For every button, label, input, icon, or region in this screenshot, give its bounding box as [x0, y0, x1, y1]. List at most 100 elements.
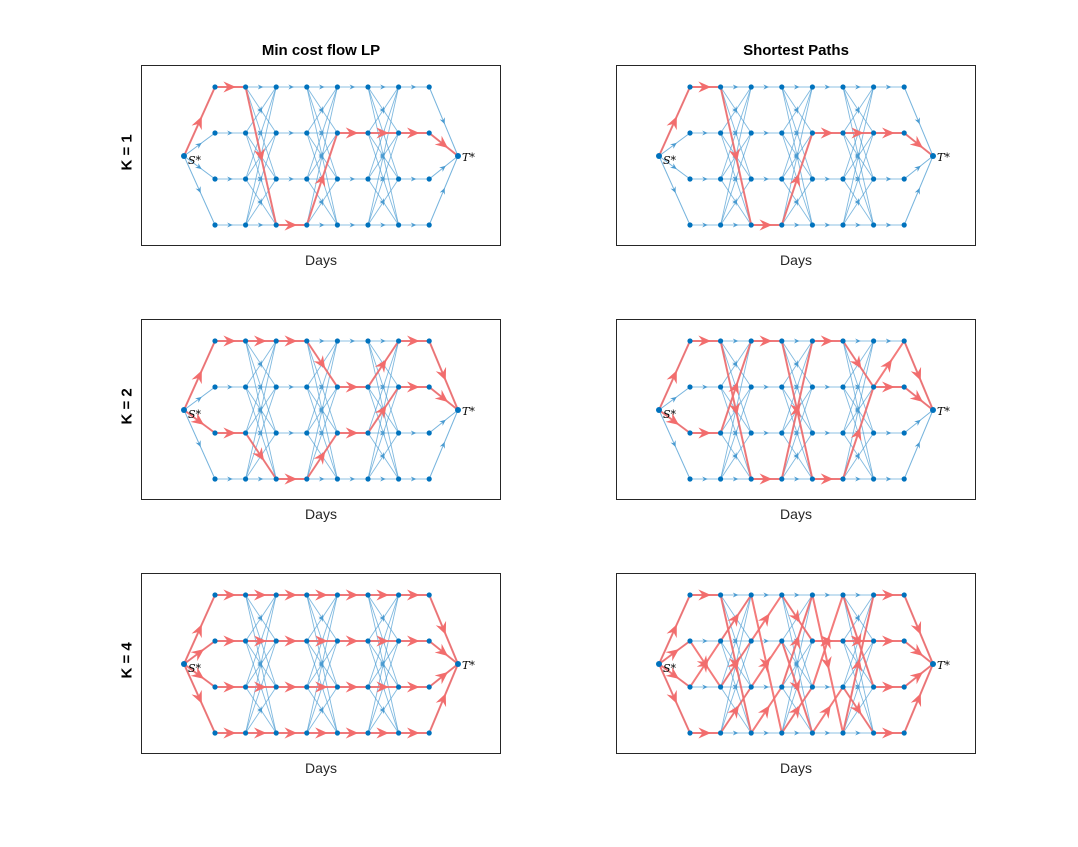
edge	[260, 340, 277, 411]
edge	[245, 340, 263, 390]
edge	[321, 386, 338, 411]
edge	[260, 663, 277, 688]
edge	[781, 86, 799, 113]
edge	[842, 384, 860, 434]
edge	[781, 107, 799, 134]
graph-node	[840, 84, 846, 90]
row-label-k4: K = 4	[118, 642, 136, 679]
edge	[857, 132, 875, 180]
flow-edge	[321, 432, 339, 457]
graph-node	[718, 384, 724, 390]
flow-edge	[198, 674, 216, 688]
edge	[367, 594, 385, 644]
graph-node	[748, 84, 754, 90]
graph-node	[779, 176, 785, 182]
edge	[367, 430, 385, 480]
graph-node	[243, 130, 249, 136]
flow-edge	[857, 640, 875, 688]
edge	[781, 453, 799, 480]
edge	[382, 432, 399, 457]
edge	[658, 155, 677, 170]
graph-node	[779, 222, 785, 228]
graph-r2c0: S* T*	[181, 589, 475, 739]
graph-node	[687, 176, 693, 182]
sink-node	[930, 661, 936, 667]
graph-node	[718, 338, 724, 344]
graph-node	[779, 638, 785, 644]
edge	[260, 594, 277, 642]
edge	[260, 340, 277, 388]
edge	[306, 430, 324, 480]
flow-edge	[917, 663, 934, 677]
flow-edge	[198, 594, 216, 630]
edge	[306, 384, 324, 434]
graph-node	[243, 476, 249, 482]
graph-node	[243, 592, 249, 598]
edge	[382, 178, 400, 226]
flow-edge	[842, 686, 862, 715]
graph-node	[273, 176, 279, 182]
graph-r0c0: S* T*	[181, 81, 475, 231]
edge	[367, 340, 385, 390]
graph-node	[426, 638, 432, 644]
edge	[796, 132, 813, 157]
edge	[428, 419, 446, 434]
edge	[443, 409, 459, 445]
source-node	[181, 407, 187, 413]
flow-edge	[811, 594, 832, 670]
edge	[321, 709, 338, 734]
graph-node	[396, 130, 402, 136]
edge	[306, 199, 324, 226]
graph-node	[212, 430, 218, 436]
graph-node	[687, 592, 693, 598]
row-label-k2: K = 2	[118, 388, 136, 425]
edge	[781, 130, 799, 180]
edge	[306, 153, 324, 226]
flow-edge	[305, 173, 326, 226]
graph-node	[840, 384, 846, 390]
edge	[720, 199, 738, 226]
edge	[382, 201, 399, 226]
edge	[918, 409, 934, 445]
edge	[842, 153, 861, 226]
flow-edge	[442, 629, 459, 665]
graph-node	[901, 222, 907, 228]
edge	[321, 594, 338, 665]
graph-node	[809, 222, 815, 228]
source-node	[181, 661, 187, 667]
graph-node	[779, 384, 785, 390]
edge	[781, 153, 799, 180]
edge	[842, 132, 860, 159]
flow-edge	[903, 132, 923, 148]
graph-node	[748, 476, 754, 482]
edge	[382, 178, 399, 203]
graph-node	[901, 476, 907, 482]
edge	[796, 178, 813, 203]
flow-edge	[780, 594, 801, 623]
graph-node	[304, 84, 310, 90]
graph-node	[426, 222, 432, 228]
graph-node	[748, 638, 754, 644]
edge	[674, 190, 691, 226]
flow-edge	[750, 594, 771, 670]
graph-node	[687, 338, 693, 344]
edge	[796, 663, 813, 688]
edge	[842, 407, 861, 480]
edge	[245, 684, 263, 734]
graph-node	[334, 430, 340, 436]
xlabel-r0c1: Days	[780, 252, 812, 268]
graph-node	[809, 638, 815, 644]
edge	[321, 686, 338, 711]
edge	[781, 640, 799, 667]
flow-edge	[917, 397, 934, 411]
edge	[245, 86, 263, 113]
flow-edge	[719, 659, 740, 688]
flow-edge	[428, 640, 448, 656]
flow-edge	[735, 594, 753, 619]
edge	[367, 407, 386, 480]
flow-edge	[183, 663, 202, 704]
edge	[245, 176, 263, 226]
source-label: S*	[188, 408, 202, 421]
panel-r1c0: S* T*	[141, 319, 501, 500]
edge	[321, 386, 338, 434]
